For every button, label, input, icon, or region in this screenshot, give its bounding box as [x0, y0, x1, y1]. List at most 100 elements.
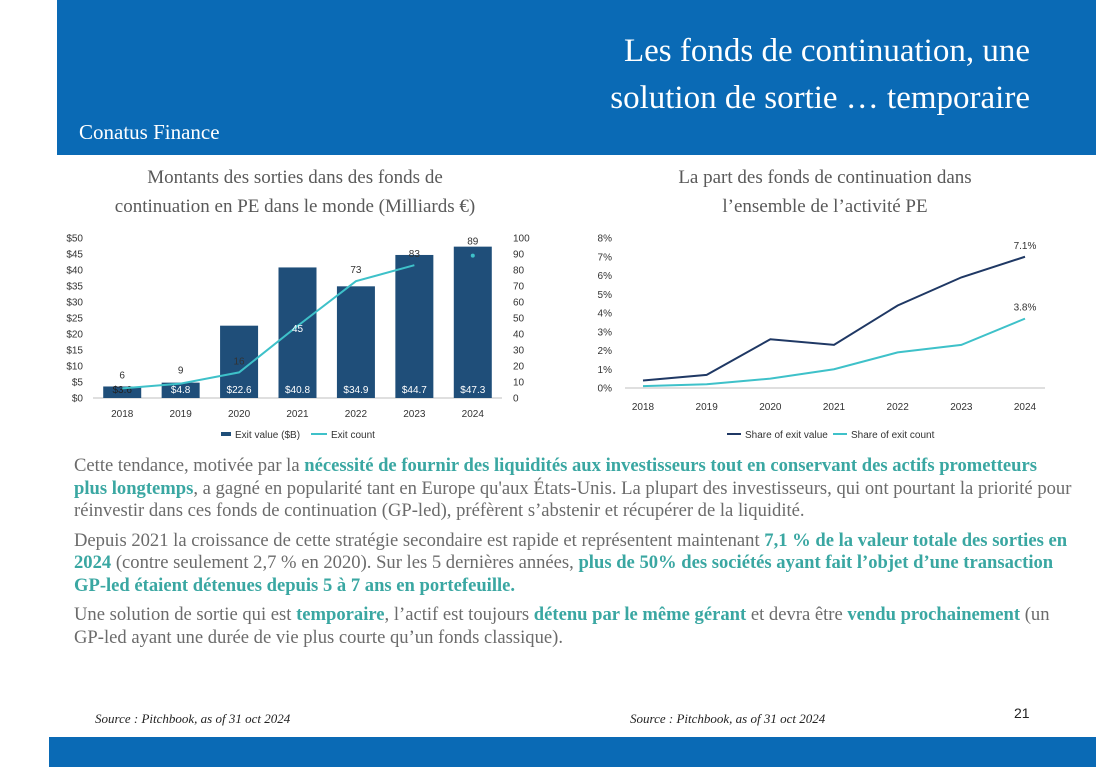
highlight-text: détenu par le même gérant [533, 604, 747, 625]
exit-count-label: 83 [409, 249, 421, 260]
right-axis-tick-label: 40 [513, 330, 525, 341]
right-axis-tick-label: 30 [513, 346, 525, 357]
x-axis-tick-label: 2022 [887, 402, 910, 413]
legend-swatch-exit-value [221, 432, 231, 436]
y-axis-tick-label: 8% [598, 234, 613, 245]
right-chart-title-line-1: La part des fonds de continuation dans [678, 167, 972, 188]
legend-label-exit-count: Exit count [331, 430, 375, 441]
header-band: Les fonds de continuation, une solution … [57, 0, 1096, 155]
text-run: Depuis 2021 la croissance de cette strat… [74, 529, 765, 551]
left-axis-tick-label: $30 [66, 298, 83, 309]
right-axis-tick-label: 10 [513, 378, 525, 389]
y-axis-tick-label: 2% [598, 346, 613, 357]
y-axis-tick-label: 4% [598, 309, 613, 320]
y-axis-tick-label: 0% [598, 384, 613, 395]
right-axis-tick-label: 70 [513, 282, 525, 293]
left-chart-title-line-1: Montants des sorties dans des fonds de [147, 167, 443, 188]
x-axis-tick-label: 2020 [759, 402, 782, 413]
left-chart-title-line-2: continuation en PE dans le monde (Millia… [114, 196, 476, 217]
left-axis-tick-label: $0 [72, 394, 84, 405]
right-axis-tick-label: 60 [513, 298, 525, 309]
title-line-1: Les fonds de continuation, une [624, 33, 1030, 69]
y-axis-tick-label: 7% [598, 252, 613, 263]
end-value-label: 3.8% [1014, 303, 1037, 314]
paragraph-1: Cette tendance, motivée par la nécessité… [74, 455, 1074, 523]
brand-name: Conatus Finance [79, 120, 220, 144]
highlight-text: nécessité de fournir des liquidités aux … [74, 455, 1037, 499]
bar-value-label: $44.7 [402, 385, 427, 396]
paragraph-2: Depuis 2021 la croissance de cette strat… [74, 530, 1074, 598]
exit-count-label: 6 [119, 370, 125, 381]
legend-label-share-count: Share of exit count [851, 430, 935, 441]
x-axis-tick-label: 2019 [696, 402, 719, 413]
x-axis-tick-label: 2018 [111, 409, 134, 420]
bar-value-label: $22.6 [227, 385, 252, 396]
exit-count-label: 73 [350, 265, 362, 276]
exit-value-bar-chart: $0 $5 $10 $15 $20 $25 $30 $35 $40 $45 $50 0 10 20 30 40… [66, 234, 530, 442]
y-axis-tick-label: 1% [598, 365, 613, 376]
exit-count-line [122, 264, 415, 390]
bar-value-label: $47.3 [460, 385, 485, 396]
x-axis-tick-label: 2022 [345, 409, 368, 420]
bar [103, 386, 142, 398]
highlight-text: 7,1 % de la valeur totale des sorties en… [74, 529, 1068, 574]
left-axis-tick-label: $10 [66, 362, 83, 373]
left-axis-tick-label: $15 [66, 346, 83, 357]
page-number: 21 [1014, 705, 1030, 721]
x-axis-tick-label: 2023 [403, 409, 426, 420]
left-axis-tick-label: $35 [66, 282, 83, 293]
source-right: Source : Pitchbook, as of 31 oct 2024 [630, 711, 826, 726]
right-chart-title: La part des fonds de continuation dans l… [590, 163, 1060, 221]
y-axis-tick-label: 3% [598, 327, 613, 338]
bar [161, 382, 200, 398]
right-axis-tick-label: 80 [513, 266, 525, 277]
right-axis-tick-label: 90 [513, 250, 525, 261]
text-run: (contre seulement 2,7 % en 2020). Sur le… [111, 552, 579, 573]
text-run: (un GP-led ayant une durée de vie plus c… [74, 604, 1050, 648]
legend-label-exit-value: Exit value ($B) [235, 430, 300, 441]
exit-count-label: 9 [178, 366, 184, 377]
right-axis-tick-label: 50 [513, 314, 525, 325]
title-line-2: solution de sortie … temporaire [610, 80, 1030, 116]
end-value-label: 7.1% [1014, 241, 1037, 252]
right-axis-tick-label: 100 [513, 234, 530, 245]
bar-value-label: $3.6 [112, 385, 132, 396]
text-run: , l’actif est toujours [384, 604, 534, 625]
share-exit-count-line [642, 317, 1026, 388]
left-axis-tick-label: $20 [66, 330, 83, 341]
exit-count-point [470, 253, 475, 258]
exit-count-label: 89 [467, 237, 479, 248]
right-axis-tick-label: 20 [513, 362, 525, 373]
left-axis-tick-label: $5 [72, 378, 84, 389]
highlight-text: plus de 50% des sociétés ayant fait l’ob… [74, 552, 1054, 596]
text-run: Cette tendance, motivée par la [74, 455, 305, 476]
bar [453, 246, 492, 398]
text-run: et devra être [746, 604, 848, 625]
y-axis-tick-label: 5% [598, 290, 613, 301]
left-axis-tick-label: $40 [66, 266, 83, 277]
y-axis-tick-label: 6% [598, 271, 613, 282]
share-line-chart: 0% 1% 2% 3% 4% 5% 6% 7% 8% 2018 2019 2020 2021 2022 20… [598, 234, 1045, 441]
paragraph-3: Une solution de sortie qui est temporair… [74, 604, 1074, 649]
x-axis-tick-label: 2023 [950, 402, 973, 413]
text-run: Une solution de sortie qui est [74, 604, 297, 625]
highlight-text: temporaire [296, 604, 385, 625]
bar [336, 286, 375, 398]
exit-count-label: 45 [292, 324, 304, 335]
bar [278, 267, 317, 398]
source-left: Source : Pitchbook, as of 31 oct 2024 [95, 711, 291, 726]
bar-value-label: $4.8 [171, 385, 191, 396]
share-exit-value-line [642, 255, 1026, 382]
page-title: Les fonds de continuation, une solution … [430, 28, 1030, 122]
bar [395, 254, 434, 398]
x-axis-tick-label: 2024 [1014, 402, 1037, 413]
x-axis-tick-label: 2020 [228, 409, 251, 420]
footer-band [49, 737, 1096, 767]
right-axis-tick-label: 0 [513, 394, 519, 405]
left-chart-title: Montants des sorties dans des fonds de c… [60, 163, 530, 221]
legend-label-share-value: Share of exit value [745, 430, 828, 441]
left-axis-tick-label: $25 [66, 314, 83, 325]
x-axis-tick-label: 2024 [462, 409, 485, 420]
x-axis-tick-label: 2019 [170, 409, 193, 420]
highlight-text: vendu prochainement [847, 604, 1021, 625]
